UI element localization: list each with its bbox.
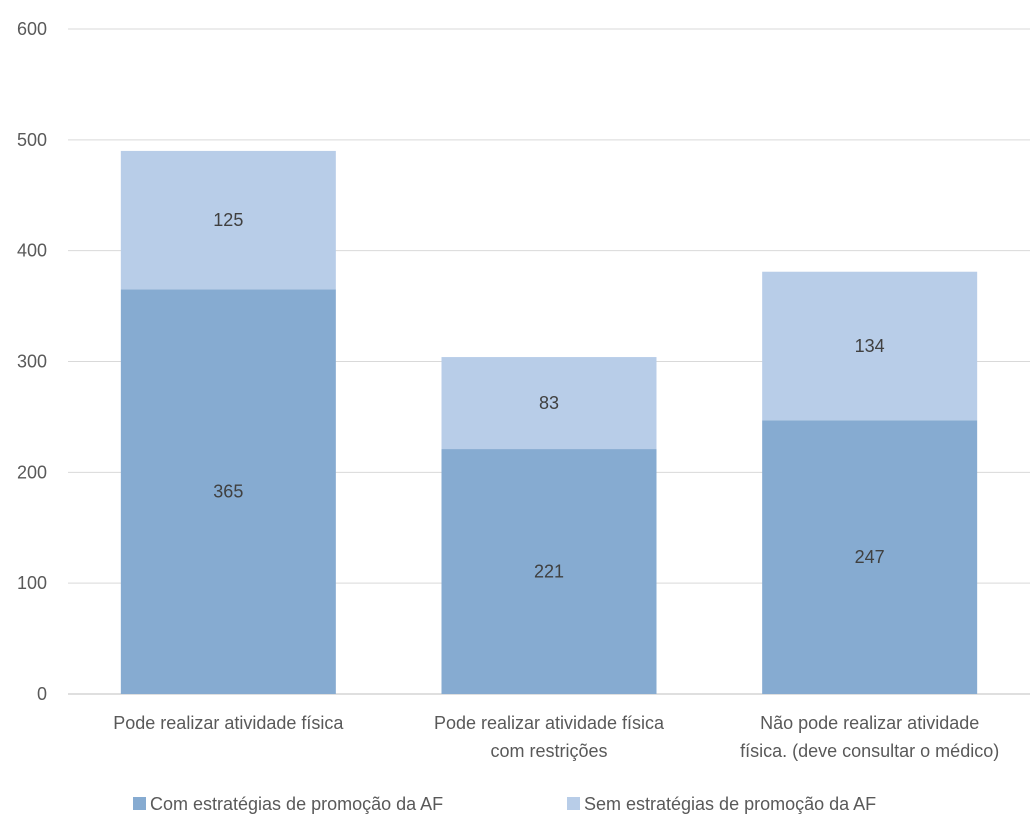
x-category-label: com restrições — [490, 741, 607, 761]
legend-entry-label: Sem estratégias de promoção da AF — [584, 794, 876, 814]
legend: Com estratégias de promoção da AF Sem est… — [133, 794, 876, 814]
x-category-label: Pode realizar atividade física — [434, 713, 665, 733]
data-label: 83 — [539, 393, 559, 413]
y-tick-label: 0 — [37, 684, 47, 704]
bar-segment — [120, 289, 336, 694]
y-tick-label: 100 — [17, 573, 47, 593]
x-axis-category-labels: Pode realizar atividade física Pode reali… — [113, 713, 999, 761]
data-labels: 365 125 221 83 247 134 — [213, 210, 884, 581]
bars — [120, 150, 978, 694]
bar-segment — [762, 420, 978, 694]
y-tick-label: 300 — [17, 352, 47, 372]
data-label: 365 — [213, 482, 243, 502]
x-category-label: física. (deve consultar o médico) — [740, 741, 999, 761]
legend-swatch — [567, 797, 580, 810]
data-label: 134 — [855, 336, 885, 356]
bar-segment — [120, 150, 336, 290]
y-tick-label: 600 — [17, 19, 47, 39]
bar-segment — [762, 271, 978, 421]
data-label: 221 — [534, 562, 564, 582]
x-category-label: Não pode realizar atividade — [760, 713, 979, 733]
legend-swatch — [133, 797, 146, 810]
data-label: 125 — [213, 210, 243, 230]
legend-entry-label: Com estratégias de promoção da AF — [150, 794, 443, 814]
bar-segment — [441, 449, 657, 694]
bar-segment — [441, 357, 657, 450]
y-tick-label: 200 — [17, 462, 47, 482]
data-label: 247 — [855, 547, 885, 567]
y-tick-label: 400 — [17, 241, 47, 261]
y-tick-label: 500 — [17, 130, 47, 150]
y-axis-tick-labels: 0 100 200 300 400 500 600 — [17, 19, 47, 704]
x-category-label: Pode realizar atividade física — [113, 713, 344, 733]
